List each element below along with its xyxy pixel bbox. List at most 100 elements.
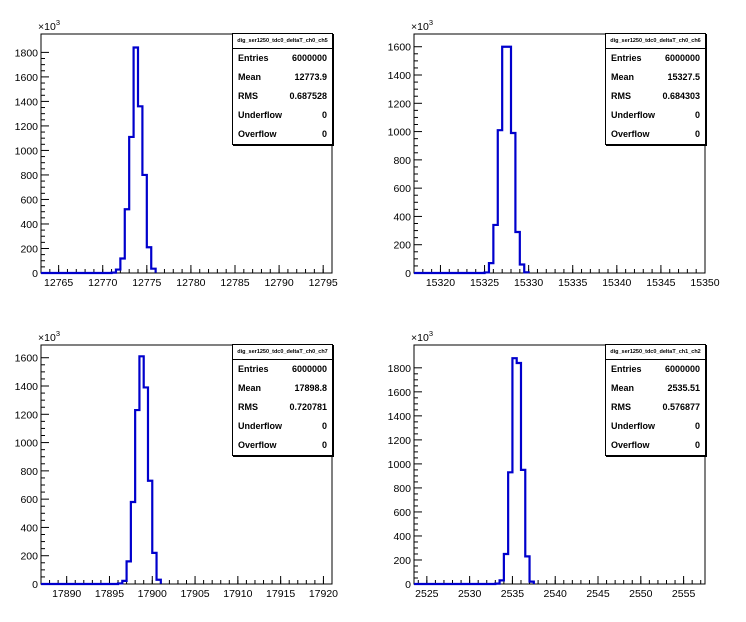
y-tick-label: 800: [393, 155, 411, 167]
x-tick-label: 17895: [95, 588, 124, 600]
x-tick-label: 2535: [501, 588, 525, 600]
y-tick-label: 1400: [388, 411, 412, 423]
x-tick-label: 2525: [415, 588, 439, 600]
y-tick-label: 600: [20, 194, 38, 206]
stats-box-1: dig_ser1250_tdc0_deltaT_ch0_ch5 Entries 6…: [232, 33, 333, 145]
x-tick-label: 17915: [266, 588, 295, 600]
y-tick-label: 1200: [388, 435, 412, 447]
y-tick-label: 1800: [388, 363, 412, 375]
y-tick-label: 600: [393, 183, 411, 195]
x-tick-label: 12775: [132, 277, 161, 289]
x-tick-label: 12765: [44, 277, 73, 289]
stats-row-rms: RMS 0.687528: [238, 91, 327, 101]
x-tick-label: 2545: [586, 588, 610, 600]
stats-row-rms: RMS 0.684303: [611, 91, 700, 101]
x-tick-label: 12780: [176, 277, 205, 289]
y-tick-label: 0: [405, 268, 411, 280]
y-tick-label: 1400: [15, 96, 39, 108]
histogram-line: [414, 45, 530, 275]
stats-row-rms: RMS 0.576877: [611, 402, 700, 412]
histogram-pad-1: 0 200 400 600 800 1000 1200 1400 1600 1800 12765 12…: [0, 0, 373, 311]
y-tick-label: 400: [393, 211, 411, 223]
y-tick-label: 200: [393, 240, 411, 252]
x-tick-label: 15340: [602, 277, 631, 289]
x-tick-label: 2540: [544, 588, 568, 600]
y-axis-multiplier: ×103: [38, 18, 60, 33]
y-tick-label: 1600: [15, 353, 39, 365]
stats-row-underflow: Underflow 0: [238, 110, 327, 120]
stats-row-mean: Mean 15327.5: [611, 72, 700, 82]
stats-title: dig_ser1250_tdc0_deltaT_ch0_ch6: [606, 34, 705, 49]
y-tick-label: 800: [20, 466, 38, 478]
y-tick-label: 400: [20, 219, 38, 231]
x-tick-label: 17900: [138, 588, 167, 600]
y-tick-label: 600: [393, 507, 411, 519]
y-tick-label: 1200: [15, 409, 39, 421]
x-tick-label: 2555: [672, 588, 696, 600]
x-tick-label: 17905: [180, 588, 209, 600]
y-tick-label: 0: [32, 579, 38, 591]
y-tick-label: 1400: [388, 70, 412, 82]
x-tick-label: 12785: [220, 277, 249, 289]
x-tick-label: 17920: [309, 588, 338, 600]
stats-title: dig_ser1250_tdc0_deltaT_ch1_ch2: [606, 345, 705, 360]
x-tick-label: 2530: [458, 588, 482, 600]
histogram-pad-2: 0 200 400 600 800 1000 1200 1400 1600 15320 15325 1…: [373, 0, 746, 311]
histogram-plot-1: 0 200 400 600 800 1000 1200 1400 1600 1800 12765 12…: [15, 18, 338, 289]
y-tick-label: 400: [393, 531, 411, 543]
x-tick-label: 17910: [223, 588, 252, 600]
y-tick-label: 200: [20, 243, 38, 255]
y-tick-label: 800: [393, 483, 411, 495]
x-tick-label: 2550: [629, 588, 653, 600]
stats-row-overflow: Overflow 0: [611, 129, 700, 139]
y-tick-label: 1000: [15, 438, 39, 450]
y-tick-label: 800: [20, 170, 38, 182]
plot-frame: [413, 33, 706, 274]
y-axis-multiplier: ×103: [38, 329, 60, 344]
histogram-pad-3: 0 200 400 600 800 1000 1200 1400 1600 17890 17895 1…: [0, 311, 373, 622]
stats-row-underflow: Underflow 0: [238, 421, 327, 431]
stats-row-entries: Entries 6000000: [611, 364, 700, 374]
y-tick-label: 1400: [15, 381, 39, 393]
stats-row-entries: Entries 6000000: [238, 53, 327, 63]
stats-box-2: dig_ser1250_tdc0_deltaT_ch0_ch6 Entries 6…: [605, 33, 706, 145]
y-tick-label: 1200: [388, 98, 412, 110]
y-tick-label: 1800: [15, 47, 39, 59]
x-tick-label: 12795: [309, 277, 338, 289]
y-tick-label: 1000: [388, 459, 412, 471]
stats-row-underflow: Underflow 0: [611, 421, 700, 431]
y-tick-label: 1000: [15, 145, 39, 157]
y-tick-label: 0: [405, 579, 411, 591]
x-tick-label: 15345: [646, 277, 675, 289]
y-tick-label: 0: [32, 268, 38, 280]
stats-row-entries: Entries 6000000: [611, 53, 700, 63]
stats-row-overflow: Overflow 0: [238, 440, 327, 450]
stats-row-mean: Mean 2535.51: [611, 383, 700, 393]
y-tick-label: 600: [20, 494, 38, 506]
x-tick-label: 15335: [558, 277, 587, 289]
y-tick-label: 200: [393, 555, 411, 567]
y-axis-multiplier: ×103: [411, 329, 433, 344]
y-tick-label: 1600: [388, 387, 412, 399]
y-tick-label: 1600: [15, 72, 39, 84]
x-tick-label: 15330: [514, 277, 543, 289]
x-tick-label: 15350: [690, 277, 719, 289]
plot-frame: [413, 344, 706, 585]
y-tick-label: 400: [20, 522, 38, 534]
stats-box-3: dig_ser1250_tdc0_deltaT_ch0_ch7 Entries 6…: [232, 344, 333, 456]
y-tick-label: 1200: [15, 121, 39, 133]
histogram-plot-2: 0 200 400 600 800 1000 1200 1400 1600 15320 15325 1…: [388, 18, 720, 289]
histogram-line: [41, 355, 162, 586]
histogram-plot-3: 0 200 400 600 800 1000 1200 1400 1600 17890 17895 1…: [15, 329, 339, 600]
x-tick-label: 12770: [88, 277, 117, 289]
stats-title: dig_ser1250_tdc0_deltaT_ch0_ch7: [233, 345, 332, 360]
y-tick-label: 1600: [388, 42, 412, 54]
y-tick-label: 200: [20, 551, 38, 563]
plot-frame: [40, 33, 333, 274]
stats-row-rms: RMS 0.720781: [238, 402, 327, 412]
histogram-line: [414, 357, 535, 586]
stats-row-entries: Entries 6000000: [238, 364, 327, 374]
x-tick-label: 15320: [426, 277, 455, 289]
y-tick-label: 1000: [388, 127, 412, 139]
stats-row-underflow: Underflow 0: [611, 110, 700, 120]
